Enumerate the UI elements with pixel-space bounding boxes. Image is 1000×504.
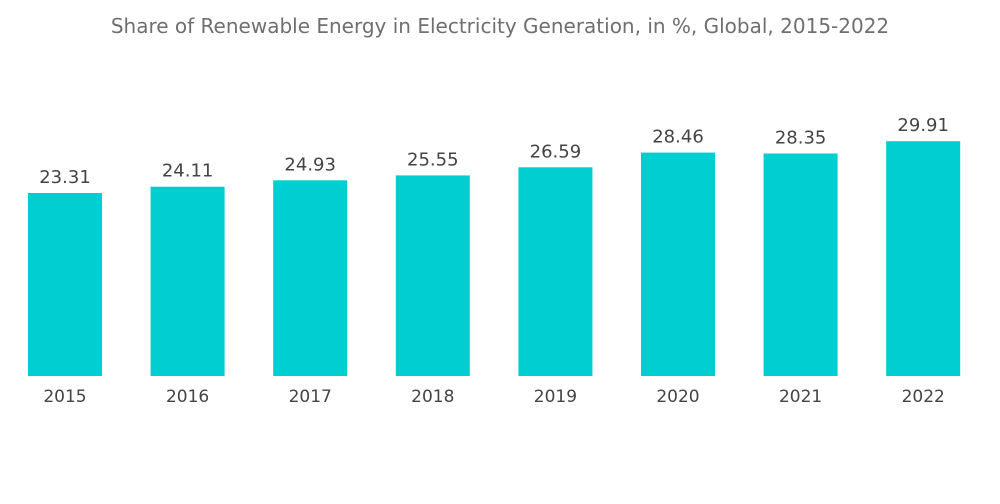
- bar-value-label-2021: 28.35: [775, 128, 827, 149]
- chart-title: Share of Renewable Energy in Electricity…: [110, 14, 890, 38]
- bar-value-label-2020: 28.46: [652, 127, 704, 148]
- x-tick-label-2019: 2019: [534, 387, 577, 407]
- x-tick-label-2022: 2022: [902, 387, 945, 407]
- bar-value-label-2019: 26.59: [530, 141, 582, 162]
- bar-value-label-2022: 29.91: [897, 115, 949, 136]
- x-tick-label-2016: 2016: [166, 387, 209, 407]
- bar-2018: [395, 175, 470, 376]
- x-tick-label-2021: 2021: [779, 387, 822, 407]
- bar-2021: [763, 153, 838, 376]
- bar-2019: [518, 167, 593, 376]
- x-tick-label-2015: 2015: [43, 387, 86, 407]
- x-tick-label-2020: 2020: [656, 387, 699, 407]
- bar-value-label-2017: 24.93: [284, 154, 336, 175]
- bars-group: [28, 141, 961, 376]
- bar-value-label-2018: 25.55: [407, 149, 459, 170]
- bar-2015: [28, 193, 102, 376]
- value-labels-group: 23.31 24.11 24.93 25.55 26.59 28.46 28.35 29.91: [39, 115, 949, 188]
- bar-2016: [150, 186, 225, 376]
- x-tick-label-2017: 2017: [289, 387, 332, 407]
- bar-2017: [273, 180, 348, 376]
- x-axis: 2015 2016 2017 2018 2019 2020 2021 2022: [43, 387, 944, 407]
- bar-value-label-2015: 23.31: [39, 167, 91, 188]
- bar-2022: [886, 141, 961, 376]
- x-tick-label-2018: 2018: [411, 387, 454, 407]
- bar-value-label-2016: 24.11: [162, 161, 214, 182]
- bar-2020: [641, 152, 715, 376]
